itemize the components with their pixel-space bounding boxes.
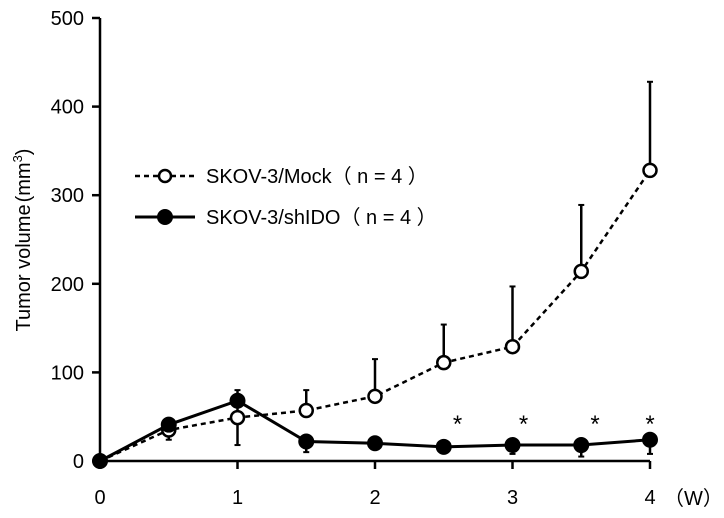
significance-star: * [590, 411, 599, 438]
legend-item-shido: SKOV-3/shIDO（ n = 4 ） [135, 206, 437, 229]
x-tick-label: 1 [232, 487, 243, 509]
data-point-shido [573, 437, 590, 454]
data-point-shido [298, 433, 315, 450]
x-axis-ticks: 0 1 2 3 4 [94, 461, 656, 509]
y-tick-label: 400 [51, 97, 84, 119]
x-tick-label: 4 [644, 487, 655, 509]
significance-annotations: * * * * [453, 411, 655, 438]
data-point-shido [229, 392, 246, 409]
x-tick-label: 3 [507, 487, 518, 509]
data-point-shido [642, 431, 658, 448]
x-tick-label: 0 [94, 487, 105, 509]
series-line-shido [99, 399, 651, 463]
y-tick-label: 0 [73, 451, 84, 473]
data-points [92, 162, 658, 469]
legend-label-mock: SKOV-3/Mock（ n = 4 ） [206, 165, 428, 188]
data-point-mock [504, 338, 521, 355]
data-point-shido [367, 435, 383, 452]
y-tick-label: 200 [51, 274, 84, 296]
series-line-mock [99, 169, 652, 463]
x-axis-unit-label: （W） [664, 487, 723, 510]
y-axis-ticks: 0 100 200 300 400 500 [51, 8, 100, 473]
legend-item-mock: SKOV-3/Mock（ n = 4 ） [135, 165, 428, 188]
data-point-shido [504, 437, 521, 454]
data-point-mock [229, 409, 246, 426]
significance-star: * [453, 411, 462, 438]
data-point-mock [436, 354, 452, 371]
x-tick-label: 2 [369, 487, 380, 509]
legend-marker-mock [157, 168, 173, 184]
data-point-shido [92, 453, 108, 469]
data-point-mock [573, 263, 589, 280]
data-point-shido [435, 438, 452, 455]
data-point-mock [298, 402, 314, 419]
significance-star: * [519, 411, 528, 438]
y-tick-label: 300 [51, 185, 84, 207]
y-tick-label: 500 [51, 8, 84, 30]
data-point-mock [367, 388, 383, 405]
y-tick-label: 100 [51, 362, 84, 384]
legend-marker-shido [157, 209, 173, 225]
legend: SKOV-3/Mock（ n = 4 ） SKOV-3/shIDO（ n = 4… [135, 165, 437, 229]
y-axis-title: Tumor volume(mm3) [10, 149, 35, 332]
data-point-mock [642, 162, 658, 179]
significance-star: * [645, 411, 654, 438]
legend-label-shido: SKOV-3/shIDO（ n = 4 ） [206, 206, 437, 229]
data-point-shido [160, 416, 177, 433]
